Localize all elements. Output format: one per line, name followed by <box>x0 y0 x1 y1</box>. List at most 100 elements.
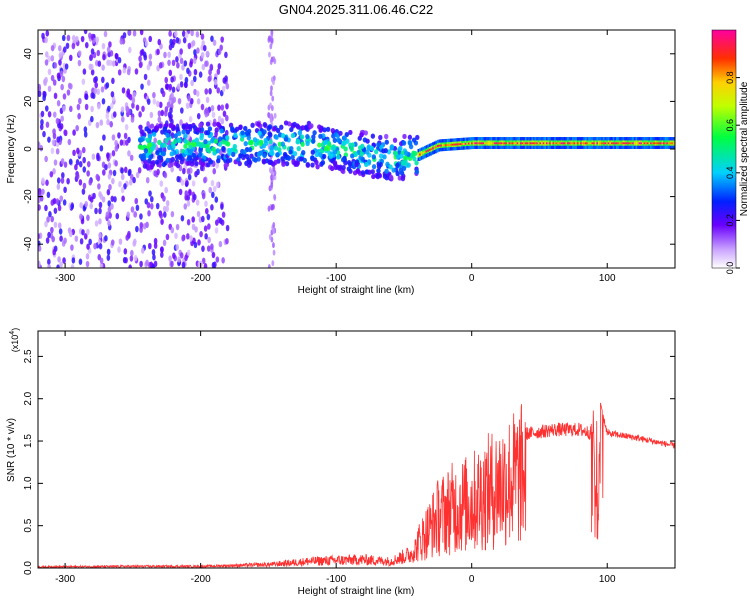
spectrogram-cell <box>182 167 186 175</box>
spectrogram-cell <box>539 142 543 145</box>
spectrogram-cell <box>129 255 134 262</box>
spectrogram-cell <box>270 31 274 38</box>
spectrogram-cell <box>183 133 188 139</box>
spectrogram-cell <box>554 142 558 145</box>
spectrogram-cell <box>61 172 65 179</box>
spectrogram-cell <box>526 142 530 145</box>
spectrogram-cell <box>437 145 441 148</box>
spectrogram-cell <box>220 203 224 210</box>
spectrogram-cell <box>217 136 223 142</box>
spectrogram-cell <box>176 131 182 137</box>
spectrogram-cell <box>42 130 46 138</box>
spectrogram-cell <box>637 142 641 145</box>
spectrogram-cell <box>102 53 106 61</box>
spectrogram-cell <box>203 263 208 268</box>
spectrogram-cell <box>90 33 95 41</box>
spectrogram-cell <box>90 115 94 123</box>
spectrogram-cell <box>459 143 463 146</box>
spectrogram-cell <box>210 204 214 211</box>
spectrogram-cell <box>47 85 52 92</box>
spectrogram-cell <box>573 142 577 145</box>
spectrogram-cell <box>318 133 323 139</box>
spectrogram-cell <box>433 146 437 149</box>
spectrogram-cell <box>215 219 219 226</box>
spectrogram-cell <box>209 63 214 71</box>
spectrogram-cell <box>170 156 176 163</box>
spectrogram-cell <box>170 260 174 268</box>
snr-y-label: SNR (10 * v/v) <box>6 418 17 482</box>
spectrogram-cell <box>191 40 196 47</box>
spectrogram-cell <box>107 162 112 169</box>
spectrogram-cell <box>370 133 376 139</box>
spectrogram-cell <box>52 168 56 175</box>
spectrogram-cell <box>153 137 157 144</box>
spectrogram-cell <box>568 142 572 145</box>
spectrogram-cell <box>74 164 78 171</box>
spectrogram-cell <box>238 124 243 130</box>
spectrogram-cell <box>456 143 460 146</box>
spectrogram-cell <box>60 115 64 122</box>
spectrogram-cell <box>321 153 327 160</box>
spectrogram-cell <box>247 159 252 165</box>
spectrogram-cell <box>173 133 178 139</box>
spectrogram-cell <box>46 216 50 223</box>
spectrogram-cell <box>168 255 172 262</box>
spectrogram-cell <box>45 121 50 128</box>
spectrogram-cell <box>630 142 634 145</box>
spectrogram-cell <box>438 144 442 147</box>
spectrogram-cell <box>322 127 327 133</box>
spectrogram-cell <box>408 144 414 150</box>
spectrogram-cell <box>633 142 637 145</box>
spectrogram-cell <box>489 142 493 145</box>
spectrogram-cell <box>100 86 105 93</box>
spectrogram-cell <box>213 261 217 268</box>
spectrogram-cell <box>251 156 257 162</box>
spectrogram-cell <box>318 152 323 158</box>
spectrogram-cell <box>179 48 183 55</box>
spectrogram-cell <box>220 104 225 111</box>
spectrogram-cell <box>185 180 189 187</box>
spectrogram-cell <box>648 142 652 145</box>
spectrogram-cell <box>395 154 400 160</box>
spectrogram-cell <box>135 225 139 233</box>
spectrogram-cell <box>661 142 665 145</box>
spectrogram-cell <box>208 88 212 95</box>
spectrogram-cell <box>270 181 274 188</box>
spectrogram-cell <box>163 171 168 179</box>
spectrogram-cell <box>175 243 180 251</box>
spectrogram-cell <box>234 126 240 132</box>
spectrogram-cell <box>193 193 197 201</box>
spectrogram-cell <box>163 51 167 59</box>
spectrogram-cell <box>103 30 108 38</box>
spectrogram-cell <box>186 249 191 257</box>
spectrogram-cell <box>187 173 192 181</box>
spectrogram-cell <box>218 240 223 248</box>
spectrogram-cell <box>227 150 232 156</box>
spectrogram-cell <box>181 124 186 130</box>
spectrogram-cell <box>188 189 192 196</box>
spectrogram-cell <box>190 30 194 37</box>
spectrogram-x-tick-label: -200 <box>191 273 211 284</box>
spectrogram-cell <box>152 254 156 261</box>
spectrogram-cell <box>211 191 215 199</box>
spectrogram-cell <box>82 182 87 190</box>
spectrogram-cell <box>153 242 158 249</box>
spectrogram-cell <box>210 35 214 42</box>
spectrogram-cell <box>224 140 229 146</box>
snr-series-line <box>38 402 675 568</box>
spectrogram-cell <box>121 87 126 94</box>
spectrogram-cell <box>145 176 150 184</box>
spectrogram-cell <box>624 142 628 145</box>
snr-x-tick-label: 0 <box>469 574 475 585</box>
spectrogram-cell <box>384 168 389 174</box>
spectrogram-cell <box>461 143 465 145</box>
spectrogram-cell <box>384 175 389 181</box>
spectrogram-cell <box>440 144 444 147</box>
spectrogram-cell <box>38 83 41 91</box>
spectrogram-cell <box>407 139 412 146</box>
spectrogram-cell <box>521 142 525 145</box>
spectrogram-cell <box>83 233 88 240</box>
spectrogram-cell <box>643 142 647 145</box>
spectrogram-cell <box>415 134 420 141</box>
spectrogram-cell <box>472 142 476 145</box>
